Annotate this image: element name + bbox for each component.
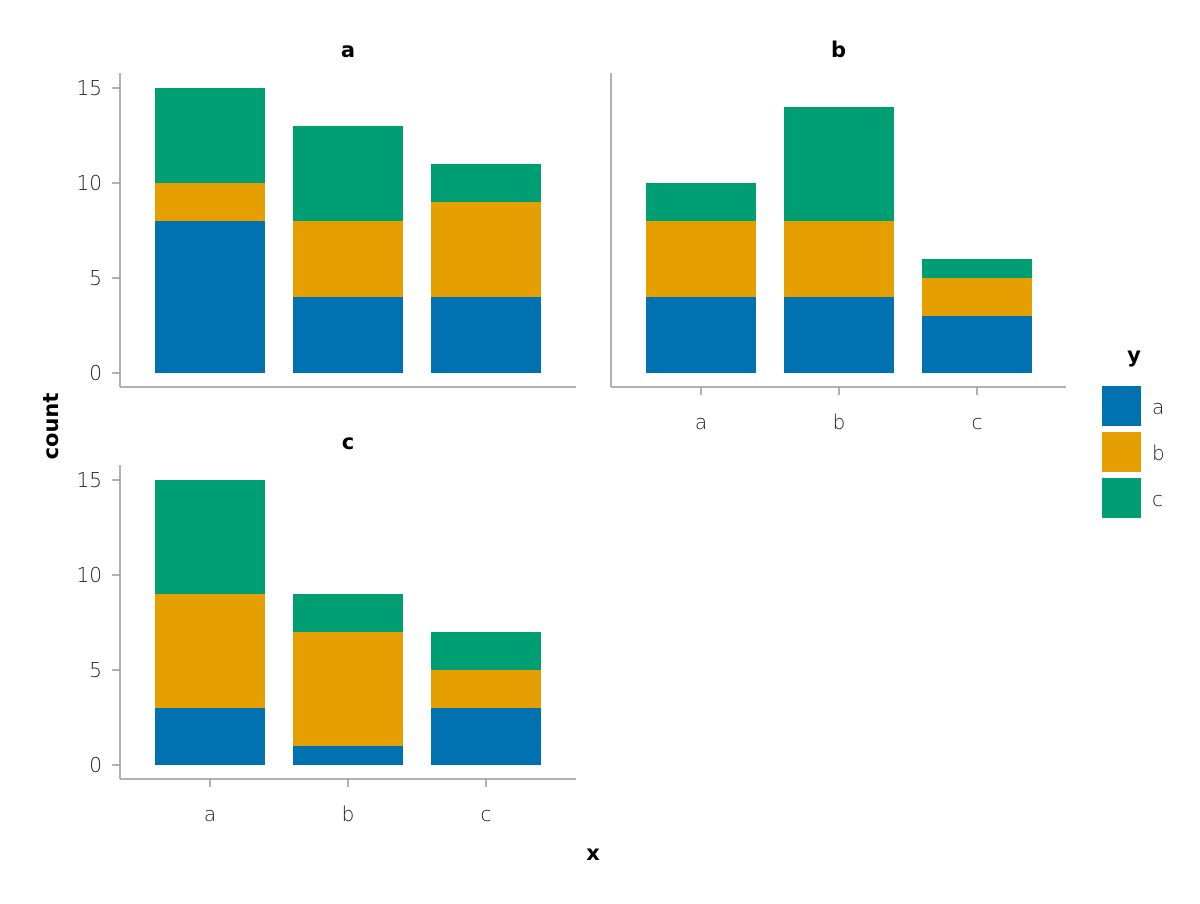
bar-segment-b-c-b <box>922 278 1032 316</box>
y-tick-label: 0 <box>89 361 102 385</box>
y-tick-label: 10 <box>77 563 102 587</box>
bar-segment-c-c-c <box>431 632 541 670</box>
legend-swatch-c <box>1102 478 1141 518</box>
panel-title-b: b <box>831 38 846 62</box>
bar-segment-c-a-b <box>155 594 265 708</box>
y-tick-label: 10 <box>77 171 102 195</box>
bar-segment-a-c-b <box>431 202 541 297</box>
panel-title-c: c <box>342 430 354 454</box>
bar-segment-c-b-a <box>293 746 403 765</box>
legend-label-c: c <box>1152 487 1163 511</box>
y-tick-label: 15 <box>77 76 102 100</box>
legend-label-a: a <box>1152 395 1164 419</box>
y-tick-label: 0 <box>89 753 102 777</box>
y-tick-label: 5 <box>89 266 102 290</box>
bar-segment-b-c-a <box>922 316 1032 373</box>
bar-segment-a-c-c <box>431 164 541 202</box>
bar-segment-b-b-b <box>784 221 894 297</box>
x-tick-label: b <box>833 410 846 434</box>
x-tick-label: a <box>695 410 707 434</box>
panel-title-a: a <box>341 38 355 62</box>
y-axis-label: count <box>39 393 63 460</box>
bar-segment-c-c-b <box>431 670 541 708</box>
legend-swatch-a <box>1102 386 1141 426</box>
bar-segment-a-a-b <box>155 183 265 221</box>
x-tick-label: c <box>481 802 492 826</box>
bar-segment-c-a-a <box>155 708 265 765</box>
y-tick-label: 15 <box>77 468 102 492</box>
bar-segment-c-a-c <box>155 480 265 594</box>
x-tick-label: c <box>972 410 983 434</box>
bar-segment-a-b-c <box>293 126 403 221</box>
x-axis-label: x <box>586 841 600 865</box>
x-tick-label: a <box>204 802 216 826</box>
bar-segment-a-c-a <box>431 297 541 373</box>
x-tick-label: b <box>342 802 355 826</box>
bar-segment-a-a-c <box>155 88 265 183</box>
bar-segment-b-b-c <box>784 107 894 221</box>
bar-segment-b-a-a <box>646 297 756 373</box>
bar-segment-a-a-a <box>155 221 265 373</box>
y-tick-label: 5 <box>89 658 102 682</box>
bar-segment-b-c-c <box>922 259 1032 278</box>
bar-segment-b-b-a <box>784 297 894 373</box>
legend-swatch-b <box>1102 432 1141 472</box>
bar-segment-c-b-c <box>293 594 403 632</box>
bar-segment-b-a-c <box>646 183 756 221</box>
bar-segment-b-a-b <box>646 221 756 297</box>
bar-segment-c-c-a <box>431 708 541 765</box>
legend-label-b: b <box>1152 441 1165 465</box>
bar-segment-c-b-b <box>293 632 403 746</box>
bar-segment-a-b-b <box>293 221 403 297</box>
bar-segment-a-b-a <box>293 297 403 373</box>
legend-title: y <box>1127 343 1141 367</box>
